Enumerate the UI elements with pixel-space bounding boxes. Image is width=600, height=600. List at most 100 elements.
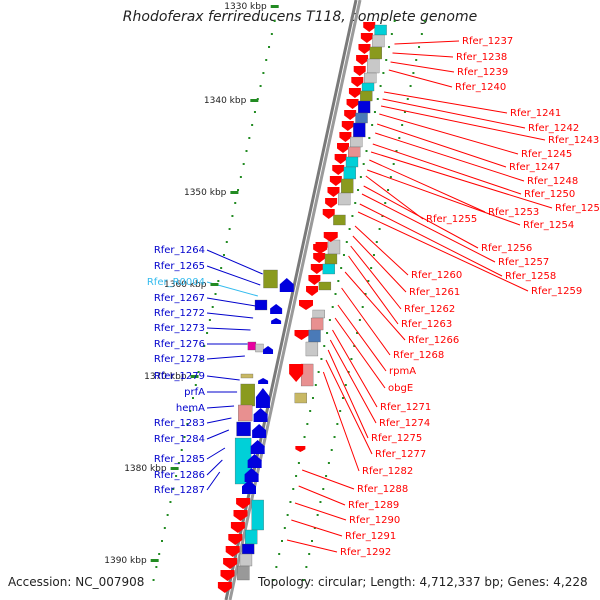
gene-block: [327, 239, 341, 255]
gene-label-reverse: Rfer_R0004: [147, 277, 205, 288]
gene-block: [324, 253, 338, 265]
gene-block: [294, 392, 308, 404]
gene-block: [245, 529, 258, 545]
forward-arrow: [323, 232, 338, 242]
forward-arrow: [337, 143, 350, 153]
guide-dot: [225, 241, 228, 243]
reverse-arrow: [258, 378, 269, 384]
reverse-arrow: [279, 278, 294, 292]
backbone-line: [228, 0, 362, 600]
leader-line: [206, 355, 245, 360]
gene-label-reverse: prfA: [184, 387, 205, 398]
leader-line: [370, 151, 553, 209]
leader-line: [206, 447, 226, 460]
gene-label-forward: Rfer_1277: [375, 449, 426, 460]
guide-dot: [262, 72, 265, 74]
scale-tick-mark: [230, 191, 239, 194]
guide-dot: [359, 176, 362, 178]
forward-arrow: [289, 364, 304, 382]
guide-dot: [297, 462, 300, 464]
guide-dot: [237, 189, 240, 191]
scale-tick-mark: [250, 99, 259, 102]
guide-dot: [393, 20, 396, 22]
guide-dot: [273, 20, 276, 22]
forward-arrow: [346, 99, 359, 109]
leader-line: [392, 52, 454, 58]
scale-tick-mark: [170, 467, 179, 470]
guide-dot: [194, 384, 197, 386]
scale-tick-label: 1350 kbp: [184, 188, 227, 198]
guide-dot: [228, 228, 231, 230]
gene-label-forward: Rfer_1290: [349, 515, 400, 526]
gene-label-forward: Rfer_1253: [488, 207, 539, 218]
guide-dot: [389, 176, 392, 178]
forward-arrow: [356, 55, 369, 65]
forward-arrow: [217, 582, 232, 593]
guide-dot: [275, 566, 278, 568]
guide-dot: [350, 358, 353, 360]
guide-dot: [361, 306, 364, 308]
leader-line: [382, 98, 526, 129]
scale-tick-mark: [210, 283, 219, 286]
gene-features: [217, 22, 387, 593]
gene-label-reverse: hemA: [176, 403, 205, 414]
gene-label-forward: Rfer_1243: [548, 135, 599, 146]
leader-line: [206, 417, 232, 424]
leader-line: [322, 371, 360, 472]
gene-block: [350, 136, 363, 148]
reverse-arrow: [263, 346, 274, 354]
guide-dot: [317, 371, 320, 373]
gene-block: [347, 146, 361, 158]
guide-dot: [357, 189, 360, 191]
guide-dot: [303, 436, 306, 438]
gene-label-forward: Rfer_1292: [340, 547, 391, 558]
forward-arrow: [353, 66, 366, 76]
gene-label-forward: Rfer_1245: [521, 149, 572, 160]
gene-block: [345, 156, 359, 168]
leader-line: [344, 271, 406, 341]
scale-tick-mark: [270, 5, 279, 8]
guide-dot: [401, 124, 404, 126]
leader-line: [354, 225, 409, 276]
guide-dot: [313, 527, 316, 529]
gene-label-forward: rpmA: [389, 366, 416, 377]
leader-line: [372, 143, 522, 195]
guide-dot: [245, 150, 248, 152]
guide-dot: [281, 540, 283, 542]
leader-line: [394, 40, 460, 45]
leader-line: [206, 312, 254, 319]
gene-label-forward: Rfer_1238: [456, 52, 507, 63]
leader-line: [206, 471, 221, 491]
gene-label-reverse: Rfer_1272: [154, 308, 205, 319]
gene-block: [251, 499, 264, 531]
forward-arrow: [306, 286, 319, 296]
gene-label-forward: Rfer_1282: [362, 466, 413, 477]
gene-label-forward: Rfer_1254: [523, 220, 574, 231]
leader-line: [365, 175, 424, 220]
gene-label-forward: obgE: [388, 383, 413, 394]
gene-label-forward: Rfer_1289: [348, 500, 399, 511]
forward-arrow: [220, 570, 235, 581]
gene-label-forward: Rfer_1274: [379, 418, 430, 429]
guide-dot: [251, 124, 254, 126]
leader-line: [294, 502, 347, 521]
forward-arrow: [332, 165, 345, 175]
guide-dot: [373, 111, 376, 113]
gene-block: [364, 72, 377, 84]
forward-arrow: [313, 253, 326, 263]
guide-dot: [390, 33, 393, 35]
guide-dot: [211, 306, 214, 308]
guide-dot: [268, 46, 271, 48]
leader-line: [383, 91, 508, 114]
leader-line: [206, 405, 235, 409]
guide-dot: [423, 20, 426, 22]
leader-line: [361, 193, 496, 263]
gene-block: [310, 317, 324, 331]
gene-label-reverse: Rfer_1265: [154, 261, 205, 272]
leader-line: [206, 429, 230, 440]
scale-tick-label: 1360 kbp: [164, 280, 207, 290]
gene-label-reverse: Rfer_1264: [154, 245, 205, 256]
guide-dot: [177, 462, 180, 464]
leader-line: [380, 105, 546, 141]
scale-tick-label: 1370 kbp: [144, 372, 187, 382]
